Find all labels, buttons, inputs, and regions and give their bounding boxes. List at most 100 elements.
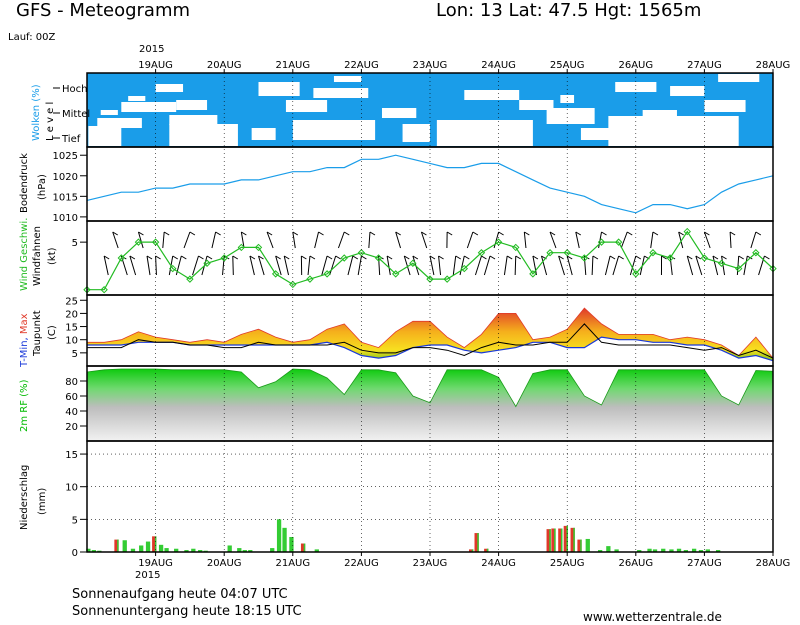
- precip-bar: [227, 545, 232, 552]
- precip-bar: [122, 540, 127, 552]
- wind-barb: [540, 255, 548, 276]
- date-label-top: 25AUG: [550, 60, 585, 71]
- cloud-area: [251, 128, 276, 140]
- precip-bar: [237, 548, 242, 552]
- wind-point: [169, 264, 177, 273]
- wind-barb: [750, 231, 757, 249]
- wind-barb-flag: [361, 255, 367, 260]
- wind-barb: [368, 231, 371, 249]
- date-label-top: 23AUG: [413, 60, 448, 71]
- precip-bar: [484, 548, 489, 552]
- cloud-area: [292, 120, 376, 140]
- wind-point: [100, 286, 108, 294]
- wind-point: [632, 270, 640, 278]
- wind-point: [683, 227, 691, 236]
- wind-barb-flag: [249, 255, 256, 260]
- wind-barb-flag: [438, 255, 444, 260]
- wind-barb: [222, 255, 225, 276]
- cloud-area: [155, 84, 184, 92]
- date-label-bottom: 21AUG: [275, 558, 310, 569]
- temperature-unit-label: (C): [47, 325, 58, 340]
- wind-barb-flag: [163, 231, 170, 236]
- wind-barb-flag: [189, 231, 196, 236]
- wind-barb: [575, 231, 580, 249]
- wind-barb: [758, 255, 765, 276]
- pressure-tick-label: 1020: [53, 172, 78, 183]
- date-label-bottom: 28AUG: [756, 558, 791, 569]
- wind-point: [374, 254, 383, 262]
- humidity-dry-mask: [87, 366, 773, 407]
- wind-barb: [729, 231, 732, 249]
- wind-barb-flag: [592, 255, 599, 260]
- cloud-area: [464, 90, 520, 100]
- wind-barb-flag: [404, 255, 410, 260]
- precip-bar: [669, 549, 674, 552]
- wind-barb-flag: [352, 255, 359, 260]
- wind-barb-flag: [241, 231, 247, 236]
- wind-barb-flag: [301, 255, 307, 260]
- wind-barb: [120, 255, 128, 276]
- cloud-level-mittel: Mittel: [62, 109, 90, 120]
- precip-bar: [139, 545, 144, 552]
- cloud-area: [333, 76, 362, 82]
- model-run: Lauf: 00Z: [8, 32, 56, 43]
- precip-axis-label: Niederschlag: [19, 465, 30, 530]
- source-link[interactable]: www.wetterzentrale.de: [583, 610, 722, 624]
- wind-barb-flag: [524, 231, 530, 236]
- date-label-top: 26AUG: [618, 60, 653, 71]
- precip-bar-edge: [477, 533, 479, 552]
- wind-barb-flag: [395, 231, 401, 236]
- cloud-area: [121, 102, 177, 112]
- wind-barb: [292, 231, 296, 249]
- wind-barb: [103, 255, 109, 276]
- year-label-top: 2015: [139, 44, 165, 55]
- wind-barb: [183, 231, 191, 249]
- wind-barb: [386, 255, 391, 276]
- wind-barb-flag: [369, 231, 376, 236]
- wind-point: [323, 270, 331, 278]
- year-label-bottom: 2015: [135, 570, 161, 581]
- wind-barb-flag: [747, 255, 753, 260]
- wind-barb-flag: [549, 231, 556, 236]
- wind-barb: [378, 255, 381, 276]
- precip-bar: [597, 550, 603, 552]
- wind-axis-label: Wind Geschwi.: [19, 218, 30, 291]
- wind-barb-flag: [206, 255, 213, 260]
- wind-barb-flag: [498, 231, 504, 236]
- cloud-area: [436, 120, 533, 146]
- wind-barb: [403, 255, 411, 276]
- wind-barb: [314, 231, 320, 249]
- wind-barb: [695, 255, 703, 276]
- precip-bar: [698, 550, 704, 552]
- temperature-tick-label: 25: [65, 296, 78, 307]
- date-label-bottom: 19AUG: [138, 558, 173, 569]
- wind-barb: [232, 255, 234, 276]
- wind-point: [580, 254, 589, 262]
- pressure-axis-label: Bodendruck: [19, 153, 30, 213]
- wind-barb-flag: [155, 255, 161, 260]
- precip-bar-edge: [486, 548, 489, 552]
- precip-bar: [314, 549, 319, 552]
- wind-barb: [112, 231, 119, 249]
- wind-barb: [703, 231, 711, 249]
- wind-point: [237, 243, 246, 252]
- date-label-top: 28AUG: [756, 60, 791, 71]
- wind-point: [357, 249, 366, 257]
- wind-barb-flag: [558, 255, 564, 260]
- wind-barb-flag: [678, 231, 684, 236]
- wind-barb: [429, 255, 435, 276]
- cloud-area: [97, 118, 142, 128]
- precip-bar: [585, 538, 590, 552]
- cloud-area: [169, 115, 218, 125]
- wind-barb: [669, 255, 673, 276]
- wind-barb-flag: [309, 255, 316, 260]
- wind-barb-flag: [635, 255, 642, 260]
- wind-barb: [650, 231, 654, 249]
- precip-tick-label: 10: [65, 483, 78, 494]
- wind-barb: [549, 231, 557, 249]
- wind-barb: [192, 255, 199, 276]
- wind-point: [563, 249, 571, 257]
- precip-bar: [276, 519, 282, 552]
- wind-point: [426, 275, 434, 283]
- wind-point: [752, 249, 760, 257]
